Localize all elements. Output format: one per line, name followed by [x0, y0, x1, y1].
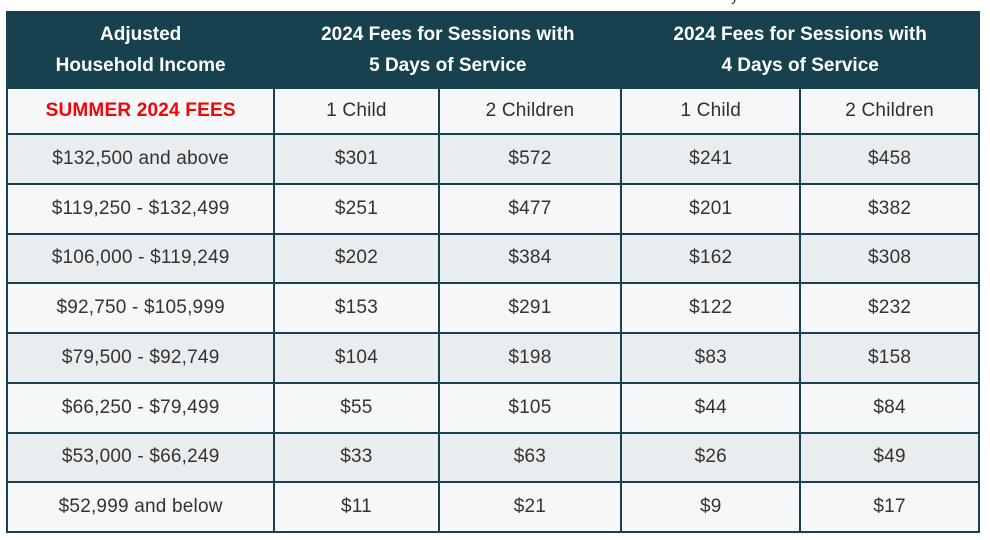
income-cell: $53,000 - $66,249: [5, 431, 276, 484]
table-row: $66,250 - $79,499 $55 $105 $44 $84: [5, 381, 980, 434]
fee-cell: $49: [799, 431, 980, 484]
income-cell: $132,500 and above: [5, 133, 276, 185]
fee-cell: $105: [437, 381, 623, 434]
cropped-text-fragment: y: [731, 0, 749, 8]
income-cell: $119,250 - $132,499: [5, 182, 276, 235]
table-row: $79,500 - $92,749 $104 $198 $83 $158: [5, 332, 980, 384]
fee-cell: $251: [273, 182, 440, 235]
cropped-text-glyph: y: [731, 0, 749, 4]
fee-cell: $202: [273, 232, 440, 285]
income-cell: $106,000 - $119,249: [5, 232, 276, 285]
fee-cell: $104: [273, 332, 440, 384]
subheader-4day-1-child: 1 Child: [620, 87, 802, 135]
fee-cell: $572: [437, 133, 623, 185]
fees-table-container: Adjusted Household Income 2024 Fees for …: [5, 11, 980, 533]
fee-cell: $55: [273, 381, 440, 434]
fee-cell: $44: [620, 381, 802, 434]
income-cell: $52,999 and below: [5, 481, 276, 533]
fee-cell: $291: [437, 282, 623, 334]
fee-cell: $21: [437, 481, 623, 533]
table-row: $52,999 and below $11 $21 $9 $17: [5, 481, 980, 533]
fee-cell: $384: [437, 232, 623, 285]
fee-cell: $308: [799, 232, 980, 285]
fee-cell: $232: [799, 282, 980, 334]
income-cell: $92,750 - $105,999: [5, 282, 276, 334]
table-row: $132,500 and above $301 $572 $241 $458: [5, 133, 980, 185]
subheader-row: SUMMER 2024 FEES 1 Child 2 Children 1 Ch…: [5, 87, 980, 135]
fee-cell: $201: [620, 182, 802, 235]
fee-cell: $162: [620, 232, 802, 285]
header-adjusted-household-income: Adjusted Household Income: [5, 11, 276, 89]
fee-cell: $382: [799, 182, 980, 235]
subheader-4day-2-children: 2 Children: [799, 87, 980, 135]
summer-fees-table: Adjusted Household Income 2024 Fees for …: [5, 11, 980, 533]
fee-cell: $9: [620, 481, 802, 533]
header-fees-4-days: 2024 Fees for Sessions with 4 Days of Se…: [620, 11, 980, 89]
table-row: $92,750 - $105,999 $153 $291 $122 $232: [5, 282, 980, 334]
fee-cell: $122: [620, 282, 802, 334]
fee-cell: $11: [273, 481, 440, 533]
fee-cell: $198: [437, 332, 623, 384]
fee-cell: $26: [620, 431, 802, 484]
fee-cell: $83: [620, 332, 802, 384]
fee-cell: $33: [273, 431, 440, 484]
subheader-5day-2-children: 2 Children: [437, 87, 623, 135]
fee-cell: $477: [437, 182, 623, 235]
table-row: $53,000 - $66,249 $33 $63 $26 $49: [5, 431, 980, 484]
fee-cell: $63: [437, 431, 623, 484]
header-fees-5-days: 2024 Fees for Sessions with 5 Days of Se…: [273, 11, 623, 89]
table-row: $119,250 - $132,499 $251 $477 $201 $382: [5, 182, 980, 235]
fee-cell: $458: [799, 133, 980, 185]
fee-cell: $158: [799, 332, 980, 384]
income-cell: $66,250 - $79,499: [5, 381, 276, 434]
summer-2024-fees-label: SUMMER 2024 FEES: [5, 87, 276, 135]
fee-cell: $301: [273, 133, 440, 185]
fee-cell: $84: [799, 381, 980, 434]
header-row: Adjusted Household Income 2024 Fees for …: [5, 11, 980, 89]
subheader-5day-1-child: 1 Child: [273, 87, 440, 135]
fee-cell: $17: [799, 481, 980, 533]
fee-cell: $241: [620, 133, 802, 185]
fee-cell: $153: [273, 282, 440, 334]
table-row: $106,000 - $119,249 $202 $384 $162 $308: [5, 232, 980, 285]
income-cell: $79,500 - $92,749: [5, 332, 276, 384]
